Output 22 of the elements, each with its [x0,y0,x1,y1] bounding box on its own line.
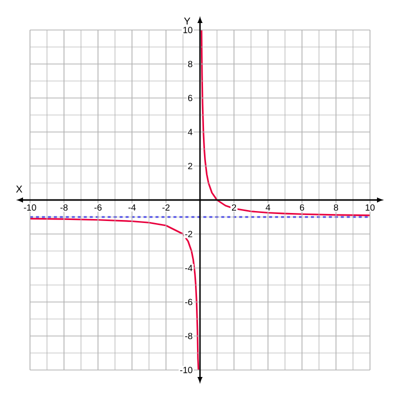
x-tick-label: 6 [300,204,304,211]
x-axis-title: X [16,186,22,192]
y-tick-label: -2 [185,230,192,238]
y-tick-label: -10 [180,366,192,374]
y-tick-label: 8 [188,60,192,68]
x-tick-label: 10 [366,204,375,211]
x-tick-label: 8 [334,204,338,211]
x-tick-label: -8 [60,204,68,211]
y-tick-label: 2 [188,162,192,170]
x-tick-label: 4 [266,204,270,210]
y-tick-label: -8 [185,332,192,340]
x-tick-label: -2 [162,204,170,211]
y-tick-label: 10 [183,26,192,34]
y-tick-label: 6 [188,94,192,102]
y-tick-label: 4 [188,128,192,136]
y-tick-label: -4 [185,264,192,272]
x-tick-label: -6 [94,204,102,211]
x-tick-label: 2 [232,204,236,211]
y-tick-label: -6 [185,298,192,306]
x-tick-label: -4 [128,204,136,210]
x-tick-label: -10 [24,204,36,211]
y-axis-title: Y [184,18,190,24]
